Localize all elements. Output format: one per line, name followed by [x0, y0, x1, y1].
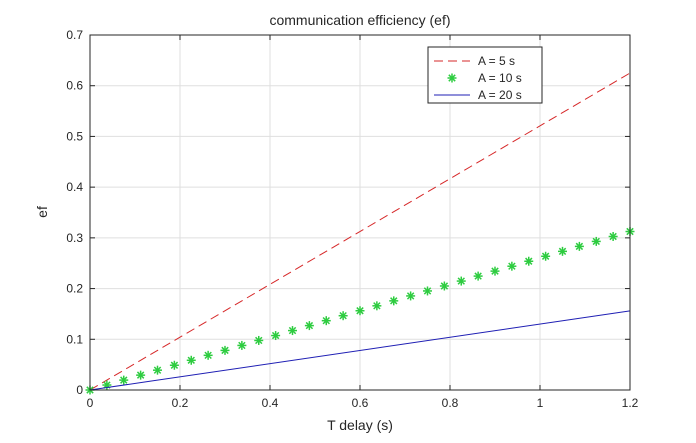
legend-label: A = 10 s — [478, 71, 522, 85]
data-point — [558, 246, 567, 256]
y-tick-label: 0.6 — [66, 79, 83, 93]
asterisk-stroke — [204, 351, 212, 360]
data-point — [439, 281, 449, 291]
data-point — [406, 291, 416, 301]
data-point — [169, 360, 179, 370]
data-point — [203, 350, 213, 360]
data-point — [237, 340, 247, 350]
asterisk-stroke — [288, 326, 297, 335]
grid — [90, 35, 630, 390]
asterisk-stroke — [221, 346, 229, 355]
data-point — [372, 301, 382, 311]
series-line-a-20-s — [89, 310, 631, 391]
chart-title: communication efficiency (ef) — [269, 12, 450, 28]
data-point — [524, 256, 534, 266]
y-tick-label: 0.4 — [66, 180, 83, 194]
x-tick-label: 0.8 — [442, 396, 459, 410]
data-point — [271, 331, 281, 341]
data-point — [541, 251, 551, 261]
asterisk-stroke — [103, 381, 111, 389]
asterisk-stroke — [448, 74, 456, 82]
data-point — [507, 261, 517, 271]
x-tick-label: 1 — [537, 396, 544, 410]
asterisk-stroke — [525, 257, 533, 265]
data-point — [355, 306, 365, 316]
data-point — [153, 365, 162, 375]
asterisk-stroke — [136, 371, 145, 379]
asterisk-stroke — [474, 272, 482, 280]
asterisk-stroke — [120, 376, 128, 384]
legend: A = 5 s A = 10 s A = 20 s — [427, 46, 543, 104]
y-tick-label: 0.2 — [66, 282, 83, 296]
asterisk-stroke — [373, 302, 381, 310]
data-point — [254, 335, 264, 345]
data-point — [608, 231, 618, 241]
y-tick-label: 0.1 — [66, 332, 83, 346]
data-point — [288, 326, 297, 336]
asterisk-stroke — [187, 356, 195, 364]
data-point — [321, 316, 331, 326]
asterisk-stroke — [271, 331, 280, 340]
legend-item: A = 20 s — [434, 88, 522, 102]
data-point — [136, 370, 146, 380]
x-tick-label: 0 — [87, 396, 94, 410]
x-tick-label: 0.2 — [172, 396, 189, 410]
data-point — [456, 276, 466, 286]
asterisk-stroke — [238, 341, 246, 350]
x-axis-label: T delay (s) — [327, 417, 393, 433]
data-point — [473, 271, 483, 281]
asterisk-stroke — [541, 252, 550, 260]
legend-label: A = 20 s — [478, 88, 522, 102]
asterisk-stroke — [170, 361, 179, 369]
asterisk-stroke — [508, 262, 516, 270]
asterisk-stroke — [423, 287, 432, 295]
asterisk-stroke — [406, 292, 415, 300]
data-point — [338, 311, 348, 321]
data-point — [186, 355, 196, 365]
data-point — [304, 321, 314, 331]
data-point — [591, 236, 601, 246]
asterisk-stroke — [558, 247, 567, 256]
y-tick-label: 0 — [76, 383, 83, 397]
data-point — [389, 296, 399, 306]
data-point — [119, 375, 129, 385]
y-tick-label: 0.3 — [66, 231, 83, 245]
data-point — [574, 241, 584, 251]
asterisk-stroke — [440, 282, 449, 290]
asterisk-stroke — [356, 307, 364, 315]
x-tick-label: 0.4 — [262, 396, 279, 410]
asterisk-stroke — [339, 311, 347, 320]
legend-box — [427, 46, 543, 104]
asterisk-stroke — [305, 321, 314, 330]
legend-item: A = 5 s — [434, 54, 515, 68]
data-point — [423, 286, 432, 296]
series-line-a-5-s — [89, 72, 631, 391]
asterisk-stroke — [255, 336, 263, 345]
asterisk-stroke — [322, 316, 330, 325]
x-tick-label: 1.2 — [622, 396, 639, 410]
data-point — [490, 266, 500, 276]
asterisk-stroke — [609, 232, 617, 241]
y-tick-label: 0.7 — [66, 28, 83, 42]
asterisk-stroke — [592, 237, 600, 246]
x-tick-label: 0.6 — [352, 396, 369, 410]
asterisk-stroke — [153, 366, 162, 374]
data-point — [220, 345, 230, 355]
legend-swatch-marker — [447, 73, 457, 83]
legend-item: A = 10 s — [447, 71, 522, 85]
legend-label: A = 5 s — [478, 54, 515, 68]
ticks: 0 0.2 0.4 0.6 0.8 1 1.2 0 0.1 0.2 0.3 0.4 0.5 0.6 0.7 — [66, 28, 638, 410]
asterisk-stroke — [491, 267, 499, 275]
asterisk-stroke — [575, 242, 584, 251]
y-axis-label: ef — [34, 206, 50, 218]
asterisk-stroke — [457, 277, 465, 285]
y-tick-label: 0.5 — [66, 129, 83, 143]
asterisk-stroke — [390, 297, 398, 305]
